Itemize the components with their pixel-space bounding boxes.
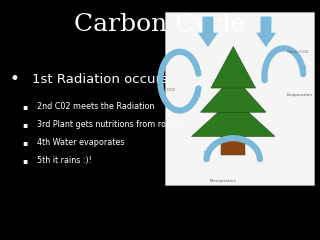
Polygon shape xyxy=(201,76,266,112)
Text: ▪: ▪ xyxy=(22,102,28,111)
Text: 4th Water evaporates: 4th Water evaporates xyxy=(37,138,124,147)
Polygon shape xyxy=(197,16,218,48)
Text: Carbon Cycle: Carbon Cycle xyxy=(74,12,246,36)
Text: 5th it rains :)!: 5th it rains :)! xyxy=(37,156,92,165)
Text: ▪: ▪ xyxy=(22,120,28,129)
Text: •: • xyxy=(10,70,20,88)
Text: CO2: CO2 xyxy=(166,88,175,92)
Text: ▪: ▪ xyxy=(22,156,28,165)
Polygon shape xyxy=(256,16,276,48)
Text: ▪: ▪ xyxy=(22,138,28,147)
Text: 2nd C02 meets the Radiation: 2nd C02 meets the Radiation xyxy=(37,102,154,111)
Polygon shape xyxy=(211,47,256,88)
Polygon shape xyxy=(192,98,275,136)
Text: 1st Radiation occurs: 1st Radiation occurs xyxy=(32,73,168,86)
Text: Precipitation: Precipitation xyxy=(210,179,237,183)
Text: Solar CO2: Solar CO2 xyxy=(287,50,308,54)
Bar xyxy=(221,135,245,156)
Text: 3rd Plant gets nutritions from roots: 3rd Plant gets nutritions from roots xyxy=(37,120,178,129)
Text: Evaporation: Evaporation xyxy=(287,93,313,97)
FancyBboxPatch shape xyxy=(165,12,314,185)
